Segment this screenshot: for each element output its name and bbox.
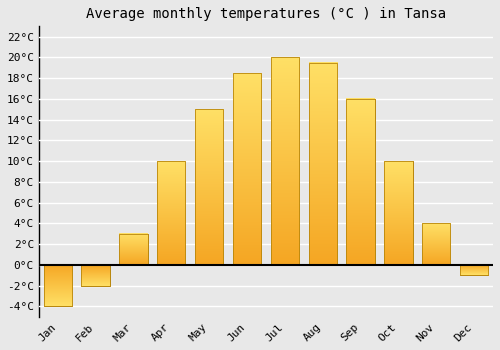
- Bar: [82, 265, 110, 286]
- Bar: [384, 161, 412, 265]
- Bar: [460, 265, 488, 275]
- Title: Average monthly temperatures (°C ) in Tansa: Average monthly temperatures (°C ) in Ta…: [86, 7, 446, 21]
- Bar: [422, 223, 450, 265]
- Bar: [44, 265, 72, 307]
- Bar: [460, 265, 488, 275]
- Bar: [119, 234, 148, 265]
- Bar: [195, 109, 224, 265]
- Bar: [44, 265, 72, 307]
- Bar: [346, 99, 375, 265]
- Bar: [82, 265, 110, 286]
- Bar: [422, 223, 450, 265]
- Bar: [233, 73, 261, 265]
- Bar: [308, 63, 337, 265]
- Bar: [195, 109, 224, 265]
- Bar: [119, 234, 148, 265]
- Bar: [346, 99, 375, 265]
- Bar: [233, 73, 261, 265]
- Bar: [157, 161, 186, 265]
- Bar: [157, 161, 186, 265]
- Bar: [270, 57, 299, 265]
- Bar: [270, 57, 299, 265]
- Bar: [384, 161, 412, 265]
- Bar: [308, 63, 337, 265]
